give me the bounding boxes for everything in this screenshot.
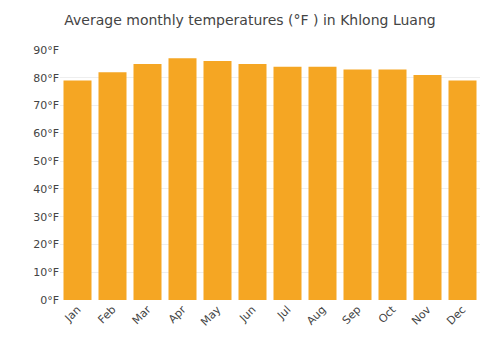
svg-text:30°F: 30°F: [33, 211, 59, 224]
svg-text:Nov: Nov: [409, 303, 434, 328]
svg-text:Apr: Apr: [166, 303, 189, 326]
svg-text:May: May: [198, 303, 224, 329]
svg-text:Dec: Dec: [444, 303, 468, 327]
svg-text:10°F: 10°F: [33, 266, 59, 279]
svg-text:Jun: Jun: [236, 303, 258, 325]
svg-text:Feb: Feb: [96, 303, 119, 326]
svg-text:Sep: Sep: [340, 303, 364, 327]
svg-text:Mar: Mar: [130, 303, 154, 327]
svg-text:Oct: Oct: [376, 303, 399, 326]
svg-text:80°F: 80°F: [33, 72, 59, 85]
svg-text:50°F: 50°F: [33, 155, 59, 168]
svg-text:70°F: 70°F: [33, 99, 59, 112]
svg-text:Jan: Jan: [62, 303, 84, 325]
svg-text:Aug: Aug: [304, 303, 328, 327]
svg-text:60°F: 60°F: [33, 127, 59, 140]
svg-text:20°F: 20°F: [33, 238, 59, 251]
svg-text:Jul: Jul: [274, 303, 293, 322]
svg-text:40°F: 40°F: [33, 183, 59, 196]
svg-text:90°F: 90°F: [33, 44, 59, 57]
svg-text:0°F: 0°F: [40, 294, 59, 307]
svg-text:Average monthly temperatures (: Average monthly temperatures (°F ) in Kh…: [64, 12, 435, 28]
